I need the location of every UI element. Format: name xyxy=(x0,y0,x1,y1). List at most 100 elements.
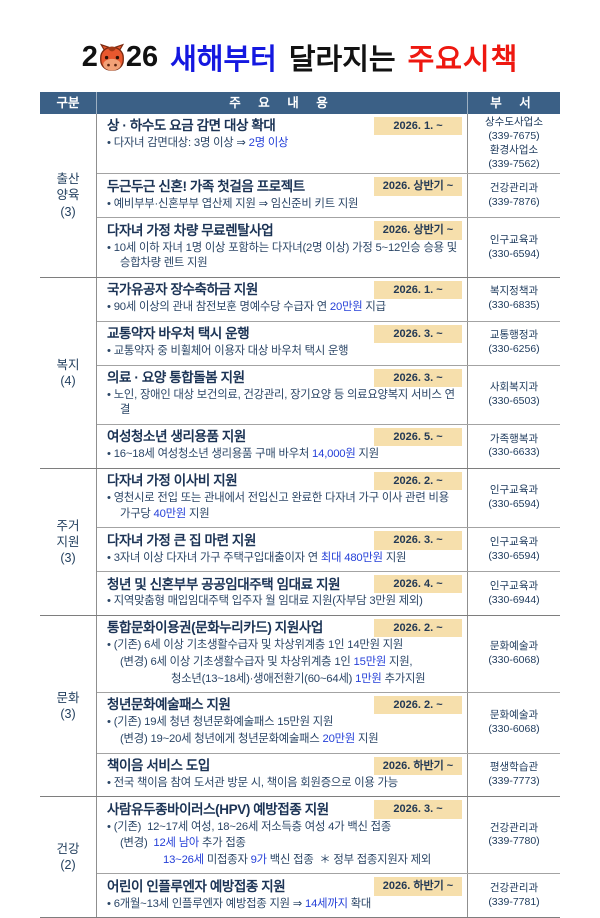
department-cell: 문화예술과 (330-6068) xyxy=(467,693,560,753)
row-title: 국가유공자 장수축하금 지원 xyxy=(107,282,258,298)
row-title-line: 사람유두종바이러스(HPV) 예방접종 지원 2026. 3. ~ xyxy=(107,800,462,819)
table-section: 건강 (2) 사람유두종바이러스(HPV) 예방접종 지원 2026. 3. ~ • (… xyxy=(40,796,560,918)
table-row: 청년 및 신혼부부 공공임대주택 임대료 지원 2026. 4. ~ • 지역맞춤형… xyxy=(97,571,560,616)
row-content-cell: 다자녀 가정 이사비 지원 2026. 2. ~ • 영천시로 전입 또는 관내에서… xyxy=(97,469,467,527)
row-content-cell: 청년 및 신혼부부 공공임대주택 임대료 지원 2026. 4. ~ • 지역맞춤형… xyxy=(97,572,467,615)
start-date-badge: 2026. 3. ~ xyxy=(374,324,462,343)
department-line: (330-6944) xyxy=(488,593,540,606)
document-title: 2 26 새해부터 달라지는 주요시책 xyxy=(40,36,560,78)
department-cell: 인구교육과 (330-6944) xyxy=(467,572,560,616)
highlighted-value: 14세까지 xyxy=(305,897,348,910)
detail-line: • 6개월~13세 인플루엔자 예방접종 지원 ⇒ 14세까지 확대 xyxy=(107,897,372,910)
horse-face-icon xyxy=(99,43,124,71)
row-title-line: 의료 · 요양 통합돌봄 지원 2026. 3. ~ xyxy=(107,368,462,387)
highlighted-value: 2명 이상 xyxy=(248,137,289,150)
detail-line: (변경) 19~20세 청년에게 청년문화예술패스 20만원 지원 xyxy=(120,732,379,745)
row-title-line: 상 · 하수도 요금 감면 대상 확대 2026. 1. ~ xyxy=(107,117,462,136)
row-content-cell: 상 · 하수도 요금 감면 대상 확대 2026. 1. ~ • 다자녀 감면대상:… xyxy=(97,114,467,173)
table-row: 교통약자 바우처 택시 운행 2026. 3. ~ • 교통약자 중 비휠체어 이용… xyxy=(97,320,560,365)
department-cell: 상수도사업소 (339-7675) 환경사업소 (339-7562) xyxy=(467,114,560,174)
row-title-line: 다자녀 가정 이사비 지원 2026. 2. ~ xyxy=(107,471,462,491)
department-line: 문화예술과 xyxy=(489,708,539,721)
section-label-line: 양육 xyxy=(56,188,80,203)
table-row: 책이음 서비스 도입 2026. 하반기 ~ • 전국 책이음 참여 도서관 방문 … xyxy=(97,752,560,797)
start-date-badge: 2026. 2. ~ xyxy=(374,619,462,638)
detail-line: • 지역맞춤형 매입임대주택 입주자 월 임대료 지원(자부담 3만원 제외) xyxy=(107,595,423,608)
row-title-line: 다자녀 가정 큰 집 마련 지원 2026. 3. ~ xyxy=(107,531,462,550)
row-title: 다자녀 가정 차량 무료렌탈사업 xyxy=(107,222,274,238)
title-year-prefix: 2 xyxy=(81,40,98,73)
detail-line: • 다자녀 감면대상: 3명 이상 ⇒ 2명 이상 xyxy=(107,137,289,150)
row-title-line: 청년문화예술패스 지원 2026. 2. ~ xyxy=(107,696,462,715)
column-header-department: 부 서 xyxy=(467,92,560,114)
detail-line: • 노인, 장애인 대상 보건의료, 건강관리, 장기요양 등 의료요양복지 서… xyxy=(107,388,455,417)
highlighted-value: 40만원 xyxy=(153,507,187,520)
department-line: 인구교육과 xyxy=(489,535,539,548)
row-title-line: 통합문화이용권(문화누리카드) 지원사업 2026. 2. ~ xyxy=(107,619,462,638)
department-line: (330-6594) xyxy=(488,549,540,562)
table-section: 출산 양육 (3) 상 · 하수도 요금 감면 대상 확대 2026. 1. ~ • 다자… xyxy=(40,114,560,277)
section-label-line: 복지 xyxy=(56,357,80,372)
department-line: 건강관리과 xyxy=(489,882,539,895)
row-content-cell: 다자녀 가정 큰 집 마련 지원 2026. 3. ~ • 3자녀 이상 다자녀 가… xyxy=(97,528,467,571)
department-line: 건강관리과 xyxy=(489,821,539,834)
department-cell: 건강관리과 (339-7781) xyxy=(467,874,560,918)
section-label-line: (3) xyxy=(60,551,76,566)
department-line: 사회복지과 xyxy=(489,380,539,393)
start-date-badge: 2026. 3. ~ xyxy=(374,368,462,387)
department-cell: 사회복지과 (330-6503) xyxy=(467,365,560,424)
row-content-cell: 청년문화예술패스 지원 2026. 2. ~ • (기존) 19세 청년 청년문화예… xyxy=(97,693,467,752)
start-date-badge: 2026. 4. ~ xyxy=(374,575,462,594)
highlighted-value: 15만원 xyxy=(353,655,387,668)
highlighted-value: 최대 480만원 xyxy=(320,551,383,564)
department-line: (330-6068) xyxy=(488,722,540,735)
section-label: 출산 양육 (3) xyxy=(40,114,97,277)
row-content-cell: 교통약자 바우처 택시 운행 2026. 3. ~ • 교통약자 중 비휠체어 이용… xyxy=(97,322,467,365)
highlighted-value: 1만원 xyxy=(355,672,382,685)
table-row: 통합문화이용권(문화누리카드) 지원사업 2026. 2. ~ • (기존) 6세 … xyxy=(97,616,560,693)
table-section: 문화 (3) 통합문화이용권(문화누리카드) 지원사업 2026. 2. ~ • (기존… xyxy=(40,615,560,797)
section-label-line: 문화 xyxy=(56,690,80,705)
department-line: 문화예술과 xyxy=(489,640,539,653)
row-title-line: 국가유공자 장수축하금 지원 2026. 1. ~ xyxy=(107,280,462,300)
title-word-red: 주요시책 xyxy=(407,44,519,76)
table-row: 어린이 인플루엔자 예방접종 지원 2026. 하반기 ~ • 6개월~13세 인플… xyxy=(97,873,560,918)
department-line: (339-7773) xyxy=(488,774,540,787)
department-cell: 평생학습관 (339-7773) xyxy=(467,753,560,797)
start-date-badge: 2026. 3. ~ xyxy=(374,531,462,550)
highlighted-value: 20만원 xyxy=(329,301,363,314)
row-title: 청년 및 신혼부부 공공임대주택 임대료 지원 xyxy=(107,576,341,592)
table-body: 출산 양육 (3) 상 · 하수도 요금 감면 대상 확대 2026. 1. ~ • 다자… xyxy=(40,114,560,918)
table-row: 사람유두종바이러스(HPV) 예방접종 지원 2026. 3. ~ • (기존) 1… xyxy=(97,797,560,874)
section-label-line: 지원 xyxy=(56,534,80,549)
row-content-cell: 여성청소년 생리용품 지원 2026. 5. ~ • 16~18세 여성청소년 생리… xyxy=(97,425,467,468)
table-row: 여성청소년 생리용품 지원 2026. 5. ~ • 16~18세 여성청소년 생리… xyxy=(97,423,560,468)
department-line: (339-7876) xyxy=(488,195,540,208)
department-line: (330-6835) xyxy=(488,299,540,312)
row-content-cell: 통합문화이용권(문화누리카드) 지원사업 2026. 2. ~ • (기존) 6세 … xyxy=(97,616,467,692)
column-header-content: 주 요 내 용 xyxy=(96,92,467,114)
section-label-line: (3) xyxy=(60,204,76,219)
highlighted-value: 20만원 xyxy=(322,732,356,745)
row-title: 상 · 하수도 요금 감면 대상 확대 xyxy=(107,118,276,134)
detail-line: (변경) 6세 이상 기초생활수급자 및 차상위계층 1인 15만원 지원, xyxy=(120,655,413,668)
department-line: 인구교육과 xyxy=(489,484,539,497)
detail-line: 청소년(13~18세)·생애전환기(60~64세) 1만원 추가지원 xyxy=(171,672,426,685)
start-date-badge: 2026. 2. ~ xyxy=(374,696,462,715)
start-date-badge: 2026. 2. ~ xyxy=(374,471,462,491)
start-date-badge: 2026. 3. ~ xyxy=(374,800,462,819)
start-date-badge: 2026. 1. ~ xyxy=(374,117,462,136)
row-title-line: 어린이 인플루엔자 예방접종 지원 2026. 하반기 ~ xyxy=(107,877,462,896)
row-title: 교통약자 바우처 택시 운행 xyxy=(107,326,250,342)
start-date-badge: 2026. 상반기 ~ xyxy=(374,221,462,240)
highlighted-value: 14,000원 xyxy=(312,448,356,461)
highlighted-value: 12세 남아 xyxy=(153,837,200,850)
department-cell: 인구교육과 (330-6594) xyxy=(467,528,560,572)
section-rows: 상 · 하수도 요금 감면 대상 확대 2026. 1. ~ • 다자녀 감면대상:… xyxy=(97,114,560,277)
row-title: 여성청소년 생리용품 지원 xyxy=(107,429,246,445)
detail-line: • 영천시로 전입 또는 관내에서 전입신고 완료한 다자녀 가구 이사 관련 … xyxy=(107,492,452,520)
department-line: (339-7781) xyxy=(488,895,540,908)
detail-line: • 교통약자 중 비휠체어 이용자 대상 바우처 택시 운행 xyxy=(107,344,349,357)
detail-line: • 전국 책이음 참여 도서관 방문 시, 책이음 회원증으로 이용 가능 xyxy=(107,776,398,789)
